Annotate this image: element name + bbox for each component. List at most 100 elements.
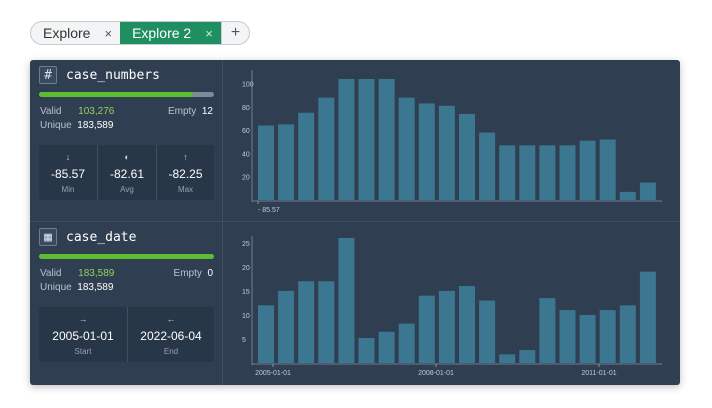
histogram-bar[interactable] bbox=[479, 132, 496, 200]
histogram-bar[interactable] bbox=[298, 112, 315, 200]
histogram-bar[interactable] bbox=[398, 323, 415, 363]
histogram-bar[interactable] bbox=[418, 103, 435, 200]
end-stat: ← 2022-06-04 End bbox=[127, 307, 214, 362]
field-header: # case_numbers bbox=[39, 66, 160, 84]
calendar-icon: ▦ bbox=[39, 228, 57, 246]
histogram-bar[interactable] bbox=[358, 78, 375, 200]
min-avg-max-box: ↓ -85.57 Min ◐ -82.61 Avg ↑ -82.25 Max bbox=[39, 145, 214, 200]
x-tick-label: 2005-01-01 bbox=[255, 370, 291, 377]
tab-explore[interactable]: Explore × bbox=[31, 22, 120, 44]
valid-stat: Valid 103,276 bbox=[40, 106, 114, 117]
empty-stat: Empty 0 bbox=[174, 268, 213, 279]
field-name[interactable]: case_date bbox=[66, 229, 137, 245]
histogram-bar[interactable] bbox=[338, 238, 355, 363]
histogram-bar[interactable] bbox=[619, 305, 636, 363]
min-value: -85.57 bbox=[50, 167, 86, 181]
field-header: ▦ case_date bbox=[39, 228, 136, 246]
histogram-bar[interactable] bbox=[639, 182, 656, 200]
histogram-bar[interactable] bbox=[318, 281, 335, 363]
y-tick-label: 20 bbox=[242, 175, 250, 182]
histogram-bar[interactable] bbox=[258, 305, 274, 363]
unique-label: Unique bbox=[40, 120, 72, 131]
plus-icon: + bbox=[230, 24, 241, 41]
y-tick-label: 15 bbox=[242, 289, 250, 296]
histogram-bar[interactable] bbox=[579, 314, 596, 363]
histogram-bar[interactable] bbox=[519, 145, 536, 200]
tab-label: Explore bbox=[43, 25, 91, 41]
valid-progress-fill bbox=[39, 254, 214, 259]
histogram-bar[interactable] bbox=[519, 350, 536, 363]
histogram-bar[interactable] bbox=[459, 286, 475, 363]
start-value: 2005-01-01 bbox=[52, 329, 114, 343]
valid-progress-fill bbox=[39, 92, 193, 97]
histogram-bar[interactable] bbox=[378, 78, 395, 200]
min-label: Min bbox=[61, 185, 75, 194]
histogram-bar[interactable] bbox=[579, 140, 596, 200]
histogram-bar[interactable] bbox=[438, 290, 455, 363]
histogram-bar[interactable] bbox=[539, 145, 556, 200]
histogram-bar[interactable] bbox=[499, 145, 516, 200]
arrow-right-icon: → bbox=[78, 314, 88, 324]
histogram-bar[interactable] bbox=[278, 290, 295, 363]
histogram-bar[interactable] bbox=[539, 298, 556, 363]
histogram-case-numbers: 20 40 60 80 100 - 85.57 bbox=[242, 70, 662, 214]
field-summary-case-numbers: # case_numbers Valid 103,276 Empty 12 Un… bbox=[30, 60, 222, 221]
histogram-bar[interactable] bbox=[398, 97, 415, 200]
avg-value: -82.61 bbox=[109, 167, 145, 181]
unique-value: 183,589 bbox=[77, 120, 114, 131]
close-icon[interactable]: × bbox=[104, 25, 113, 41]
max-value: -82.25 bbox=[168, 167, 203, 181]
start-stat: → 2005-01-01 Start bbox=[39, 307, 127, 362]
histogram-bar[interactable] bbox=[358, 338, 375, 363]
histogram-bar[interactable] bbox=[258, 125, 274, 200]
empty-stat: Empty 12 bbox=[168, 106, 213, 117]
y-tick-label: 60 bbox=[242, 128, 250, 135]
y-tick-label: 40 bbox=[242, 151, 250, 158]
arrow-up-icon: ↑ bbox=[183, 152, 188, 162]
histogram-bar[interactable] bbox=[559, 145, 576, 200]
half-circle-icon: ◐ bbox=[124, 152, 130, 162]
empty-label: Empty bbox=[167, 106, 197, 117]
x-tick-label: 2011-01-01 bbox=[581, 370, 616, 377]
start-label: Start bbox=[74, 347, 92, 356]
end-value: 2022-06-04 bbox=[140, 329, 202, 343]
start-end-box: → 2005-01-01 Start ← 2022-06-04 End bbox=[39, 307, 214, 362]
empty-value: 12 bbox=[201, 106, 213, 117]
histogram-bar[interactable] bbox=[298, 281, 315, 363]
histogram-bar[interactable] bbox=[599, 139, 616, 200]
histogram-bar[interactable] bbox=[378, 331, 395, 363]
histogram-bar[interactable] bbox=[499, 354, 516, 363]
add-tab-button[interactable]: + bbox=[220, 22, 249, 44]
histogram-bar[interactable] bbox=[559, 310, 576, 363]
histogram-bar[interactable] bbox=[338, 78, 355, 200]
valid-progress-bar bbox=[39, 92, 214, 97]
histogram-bar[interactable] bbox=[278, 124, 295, 200]
x-tick-label: 2008-01-01 bbox=[418, 370, 454, 377]
y-tick-label: 20 bbox=[242, 265, 250, 272]
unique-stat: Unique 183,589 bbox=[40, 282, 113, 293]
arrow-left-icon: ← bbox=[166, 314, 176, 324]
histogram-bar[interactable] bbox=[599, 310, 616, 363]
histogram-bar[interactable] bbox=[619, 191, 636, 200]
histogram-bar[interactable] bbox=[418, 295, 435, 363]
empty-label: Empty bbox=[173, 268, 202, 279]
close-icon[interactable]: × bbox=[205, 25, 213, 41]
tab-label: Explore 2 bbox=[132, 25, 192, 41]
histogram-bar[interactable] bbox=[318, 97, 335, 200]
histogram-bar[interactable] bbox=[639, 271, 656, 363]
empty-value: 0 bbox=[207, 268, 213, 279]
x-tick-label: - 85.57 bbox=[258, 207, 280, 214]
histogram-bar[interactable] bbox=[479, 300, 496, 364]
valid-label: Valid bbox=[40, 268, 62, 279]
unique-value: 183,589 bbox=[77, 282, 114, 293]
hash-icon: # bbox=[39, 66, 57, 84]
tab-explore-2[interactable]: Explore 2 × bbox=[120, 22, 221, 44]
min-stat: ↓ -85.57 Min bbox=[39, 145, 97, 200]
histogram-bar[interactable] bbox=[438, 105, 455, 200]
y-tick-label: 5 bbox=[242, 337, 246, 344]
field-name[interactable]: case_numbers bbox=[66, 67, 160, 83]
row-divider bbox=[30, 221, 680, 222]
histogram-bar[interactable] bbox=[459, 113, 475, 200]
valid-value: 103,276 bbox=[78, 106, 115, 117]
explore-panel: # case_numbers Valid 103,276 Empty 12 Un… bbox=[30, 60, 680, 385]
